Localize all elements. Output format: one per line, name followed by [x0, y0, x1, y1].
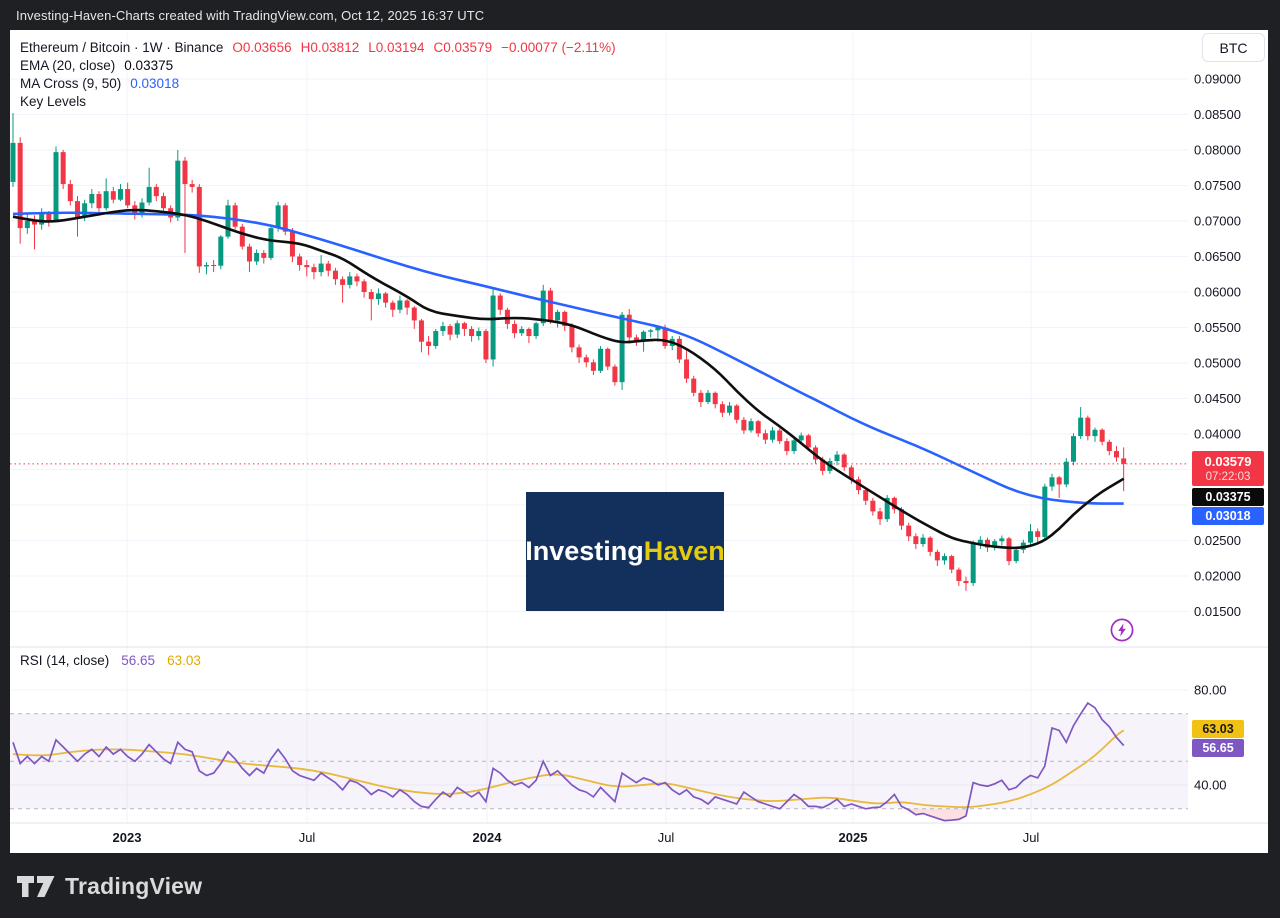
footer-bar [0, 853, 1280, 918]
rsi-line [12, 701, 1125, 822]
tradingview-logo[interactable]: TradingView [16, 873, 202, 900]
ohlc-open: O0.03656 [232, 39, 292, 55]
svg-text:0.07000: 0.07000 [1194, 214, 1241, 229]
chart-panel [10, 30, 1268, 853]
ema-indicator-name: EMA (20, close) [20, 57, 116, 73]
lightning-icon [1110, 618, 1134, 642]
last-price-value: 0.03579 [1204, 453, 1252, 469]
svg-text:0.07500: 0.07500 [1194, 178, 1241, 193]
svg-text:0.05500: 0.05500 [1194, 320, 1241, 335]
watermark-text-investing: Investing [525, 536, 644, 566]
ohlc-close: C0.03579 [433, 39, 493, 55]
grid-lines [10, 33, 1188, 823]
tradingview-brand-text: TradingView [65, 873, 203, 899]
indicator-legend: Ethereum / Bitcoin · 1W · Binance O0.036… [20, 38, 616, 110]
svg-text:0.06500: 0.06500 [1194, 249, 1241, 264]
svg-text:0.02000: 0.02000 [1194, 569, 1241, 584]
investinghaven-watermark: Investing Haven [525, 492, 725, 611]
ma50-line [12, 211, 1124, 505]
ma50-price-badge: 0.03018 [1192, 507, 1264, 525]
legend-rsi-row[interactable]: RSI (14, close) 56.65 63.03 [20, 653, 201, 668]
svg-text:Jul: Jul [299, 830, 316, 845]
svg-text:Jul: Jul [658, 830, 675, 845]
ohlc-high: H0.03812 [300, 39, 360, 55]
price-and-rsi-chart[interactable]: 0.09000 0.08500 0.08000 0.07500 0.07000 0.065… [10, 30, 1268, 853]
page-title: Investing-Haven-Charts created with Trad… [16, 7, 485, 23]
svg-text:2023: 2023 [113, 830, 142, 845]
rsi-axis-labels[interactable]: 80.00 40.00 [1194, 683, 1227, 793]
svg-text:0.08000: 0.08000 [1194, 143, 1241, 158]
rsi-oversold-fill [906, 808, 968, 821]
last-price-badge: 0.03579 07:22:03 [1192, 451, 1264, 486]
svg-text:0.09000: 0.09000 [1194, 72, 1241, 87]
price-change: −0.00077 (−2.11%) [501, 39, 616, 55]
candles [10, 113, 1127, 591]
svg-text:2025: 2025 [839, 830, 868, 845]
ema20-line [12, 208, 1125, 550]
currency-unit-button[interactable]: BTC [1202, 33, 1265, 62]
svg-text:0.05000: 0.05000 [1194, 356, 1241, 371]
ema-indicator-value: 0.03375 [124, 57, 174, 73]
legend-macross-row[interactable]: MA Cross (9, 50) 0.03018 [20, 74, 616, 92]
ohlc-low: L0.03194 [368, 39, 425, 55]
price-axis-labels[interactable]: 0.09000 0.08500 0.08000 0.07500 0.07000 0.065… [1194, 72, 1241, 620]
watermark-text-haven: Haven [643, 536, 725, 566]
time-axis-labels[interactable]: 2023 Jul 2024 Jul 2025 Jul [113, 830, 1040, 845]
symbol-title: Ethereum / Bitcoin · 1W · Binance [20, 39, 224, 55]
bar-countdown: 07:22:03 [1205, 470, 1251, 483]
rsi-badge: 56.65 [1192, 739, 1244, 757]
ema-price-badge: 0.03375 [1192, 488, 1264, 506]
rsi-ma-indicator-value: 63.03 [167, 653, 201, 668]
legend-keylevels-row[interactable]: Key Levels [20, 92, 616, 110]
svg-text:0.08500: 0.08500 [1194, 107, 1241, 122]
svg-text:0.06000: 0.06000 [1194, 285, 1241, 300]
legend-ema-row[interactable]: EMA (20, close) 0.03375 [20, 56, 616, 74]
svg-text:40.00: 40.00 [1194, 778, 1227, 793]
rsi-ma-line [12, 729, 1125, 809]
boost-button[interactable] [1109, 617, 1135, 643]
svg-text:0.02500: 0.02500 [1194, 533, 1241, 548]
rsi-band [10, 713, 1188, 810]
legend-symbol-row[interactable]: Ethereum / Bitcoin · 1W · Binance O0.036… [20, 38, 616, 56]
tradingview-mark-icon [17, 876, 55, 897]
keylevels-indicator-name: Key Levels [20, 93, 87, 109]
macross-indicator-name: MA Cross (9, 50) [20, 75, 122, 91]
rsi-ma-badge: 63.03 [1192, 720, 1244, 738]
svg-text:0.04500: 0.04500 [1194, 391, 1241, 406]
rsi-indicator-name: RSI (14, close) [20, 653, 110, 668]
svg-text:80.00: 80.00 [1194, 683, 1227, 698]
svg-text:0.01500: 0.01500 [1194, 604, 1241, 619]
rsi-indicator-value: 56.65 [121, 653, 156, 668]
svg-text:2024: 2024 [473, 830, 503, 845]
svg-text:0.04000: 0.04000 [1194, 427, 1241, 442]
macross-indicator-value: 0.03018 [130, 75, 180, 91]
svg-text:Jul: Jul [1023, 830, 1040, 845]
title-bar: Investing-Haven-Charts created with Trad… [0, 0, 1280, 30]
